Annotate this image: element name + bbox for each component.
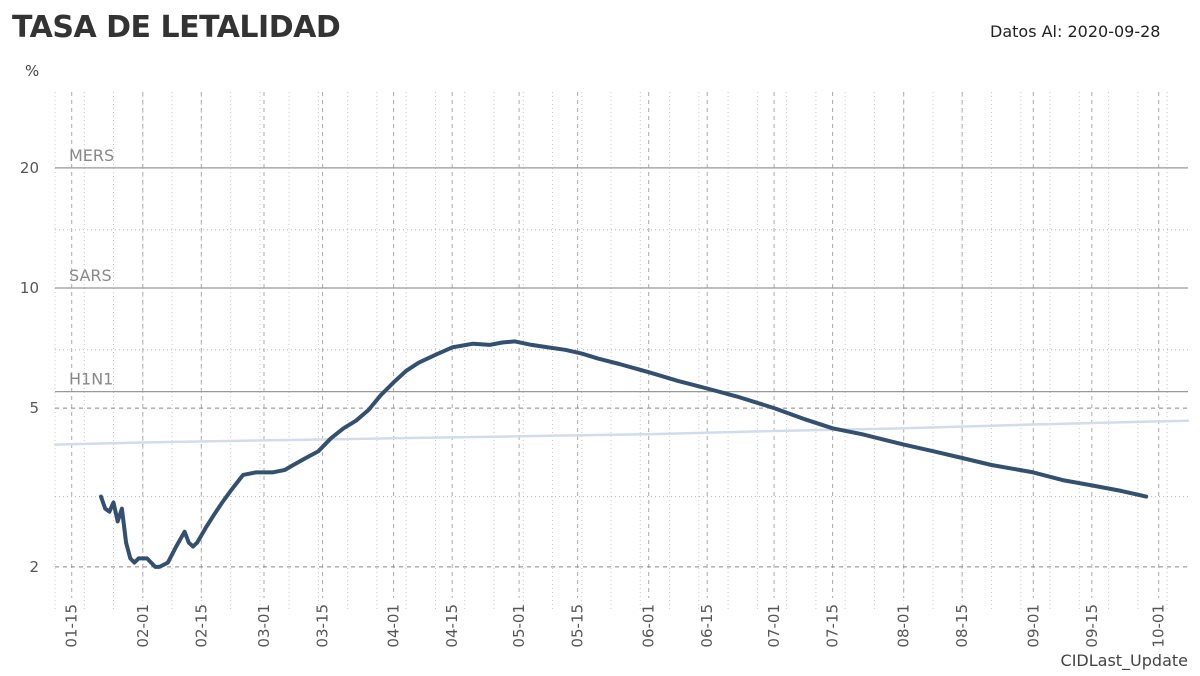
x-tick-label: 04-15 — [443, 604, 461, 648]
x-tick-label: 08-15 — [953, 604, 971, 648]
y-axis-unit: % — [25, 62, 40, 80]
x-tick-label: 05-15 — [569, 604, 587, 648]
reference-label: SARS — [69, 266, 112, 285]
x-tick-label: 09-01 — [1024, 604, 1042, 648]
x-tick-label: 06-15 — [698, 604, 716, 648]
x-tick-label: 08-01 — [895, 604, 913, 648]
lethality-rate-line — [99, 339, 1149, 569]
data-date-label: Datos Al: 2020-09-28 — [990, 22, 1161, 41]
x-tick-label: 05-01 — [510, 604, 528, 648]
x-tick-label: 02-15 — [192, 604, 210, 648]
x-tick-label: 06-01 — [640, 604, 658, 648]
reference-lines: MERS SARS H1N1 — [55, 146, 1188, 393]
x-tick-label: 10-01 — [1150, 604, 1168, 648]
x-tick-label: 07-15 — [824, 604, 842, 648]
y-tick-label: 5 — [29, 399, 39, 417]
grid-layer — [54, 92, 1188, 610]
last-update-label: CIDLast_Update — [1060, 651, 1188, 670]
x-tick-label: 03-15 — [314, 604, 332, 648]
chart-title: TASA DE LETALIDAD — [12, 10, 341, 45]
trend-line — [53, 419, 1190, 446]
y-tick-label: 10 — [20, 279, 39, 297]
y-tick-label: 2 — [29, 558, 39, 576]
reference-label: H1N1 — [69, 370, 113, 389]
axis-labels: 01-15 02-01 02-15 03-01 03-15 04-01 04-15 05-01… — [20, 159, 1168, 648]
x-tick-label: 09-15 — [1083, 604, 1101, 648]
x-tick-label: 02-01 — [134, 604, 152, 648]
x-tick-label: 01-15 — [63, 604, 81, 648]
x-tick-label: 07-01 — [765, 604, 783, 648]
x-tick-label: 04-01 — [385, 604, 403, 648]
x-tick-label: 03-01 — [255, 604, 273, 648]
series-layer — [53, 339, 1190, 569]
reference-label: MERS — [69, 146, 114, 165]
y-tick-label: 20 — [20, 159, 39, 177]
